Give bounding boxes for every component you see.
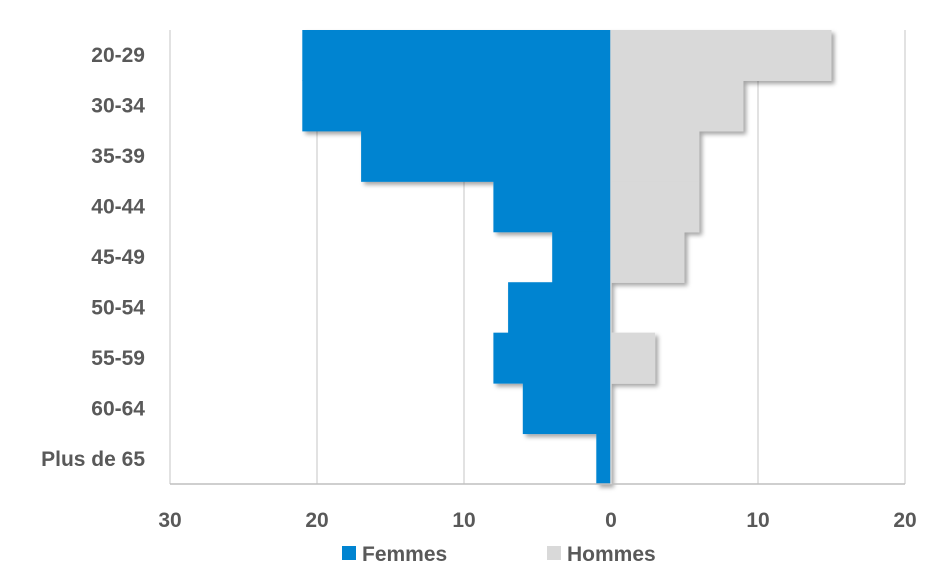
bar-femmes-3: [493, 181, 611, 233]
legend-label-0: Femmes: [362, 543, 447, 566]
bar-femmes-5: [508, 282, 611, 334]
bar-femmes-6: [493, 332, 611, 384]
tick-labels: 30 20 10 0 10 20: [158, 509, 916, 532]
bar-femmes-0: [302, 30, 611, 81]
category-label-2: 35-39: [91, 145, 145, 168]
category-label-1: 30-34: [91, 95, 145, 118]
bar-hommes-0: [611, 30, 832, 81]
category-label-4: 45-49: [91, 246, 145, 269]
category-label-5: 50-54: [91, 296, 145, 319]
legend-label-1: Hommes: [567, 543, 656, 566]
bar-femmes-4: [552, 231, 611, 283]
legend-swatch-1: [547, 546, 561, 560]
category-label-6: 55-59: [91, 347, 145, 370]
x-tick-label-2: 10: [452, 509, 475, 532]
bar-hommes-3: [611, 181, 700, 233]
category-label-0: 20-29: [91, 44, 145, 67]
bar-hommes-2: [611, 130, 700, 182]
bar-hommes-4: [611, 231, 685, 283]
legend-swatch-0: [342, 546, 356, 560]
category-label-3: 40-44: [91, 196, 145, 219]
x-tick-label-4: 10: [746, 509, 769, 532]
axes: [170, 30, 905, 485]
x-tick-label-1: 20: [305, 509, 328, 532]
x-tick-label-5: 20: [893, 509, 916, 532]
bar-hommes-6: [611, 332, 656, 384]
bar-femmes-7: [522, 383, 611, 435]
bars: [302, 30, 832, 485]
category-label-8: Plus de 65: [41, 448, 145, 471]
bar-group: [302, 30, 832, 485]
bar-hommes-1: [611, 80, 744, 132]
bar-femmes-8: [596, 433, 611, 485]
bar-femmes-1: [302, 80, 611, 132]
bar-femmes-2: [361, 130, 611, 182]
x-tick-label-0: 30: [158, 509, 181, 532]
x-tick-label-3: 0: [605, 509, 617, 532]
legend: Femmes Hommes: [342, 543, 656, 566]
category-labels: 20-29 30-34 35-39 40-44 45-49 50-54 55-59 60-64…: [41, 44, 145, 471]
category-label-7: 60-64: [91, 397, 145, 420]
